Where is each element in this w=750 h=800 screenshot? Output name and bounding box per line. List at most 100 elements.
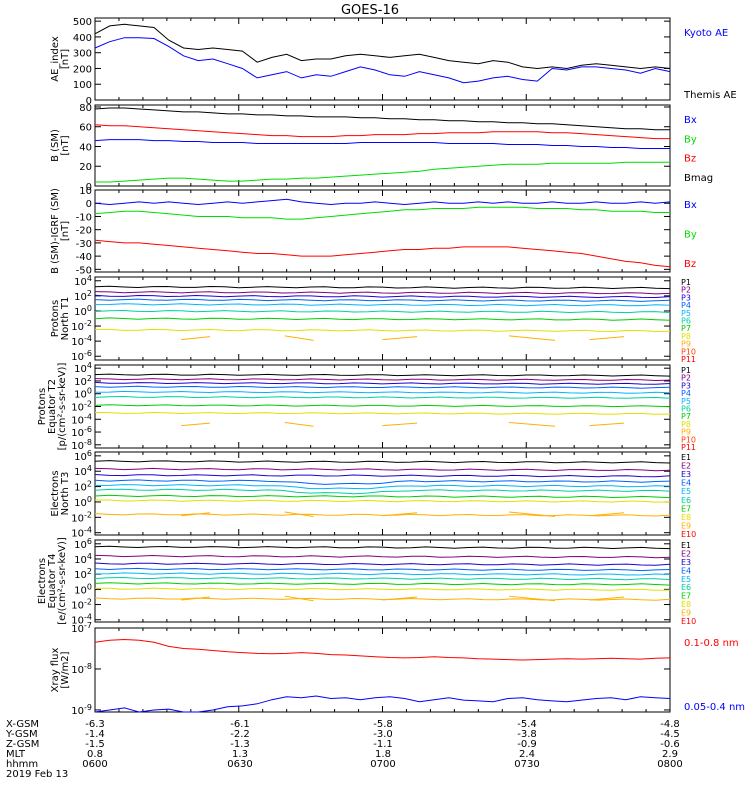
channel-label: P11 (681, 443, 696, 452)
ephem-value: -4.5 (660, 729, 680, 740)
channel-line-E2 (94, 554, 671, 559)
y-tick-label: 10-4 (71, 334, 92, 348)
y-tick-label: 106 (74, 449, 92, 463)
ephem-value: -1.5 (85, 739, 105, 750)
y-tick-label: 300 (73, 49, 92, 60)
y-tick-label: 102 (74, 567, 92, 581)
y-tick-label: 60 (79, 123, 92, 134)
channel-label: E3 (681, 558, 691, 567)
y-tick-label: 10-7 (71, 621, 92, 635)
channel-label: E7 (681, 592, 691, 601)
channel-label: P6 (681, 405, 691, 414)
y-axis-label: North T3 (60, 472, 71, 516)
ephem-value: -4.8 (660, 719, 680, 730)
ephem-value: -2.2 (230, 729, 250, 740)
legend-label: 0.05-0.4 nm (684, 702, 745, 713)
channel-label: E2 (681, 549, 691, 558)
y-tick-label: 104 (74, 274, 92, 288)
fragment-segment (382, 336, 418, 341)
channel-line-P5 (94, 303, 671, 307)
channel-label: P11 (681, 355, 696, 364)
fragment-segment (181, 336, 211, 341)
channel-line-P3 (94, 381, 671, 385)
y-tick-label: 102 (74, 289, 92, 303)
panel-bsm-igrf: 10 0 -10 -20 -30 -40 -50 B (SM)-IGRF (SM) [nT] Bx… (50, 186, 697, 276)
y-tick-label: -30 (76, 239, 92, 250)
plot-title: GOES-16 (341, 3, 399, 18)
fragment-segment (382, 512, 418, 517)
legend-label: Bz (684, 259, 696, 270)
y-tick-label: 10-2 (71, 400, 92, 414)
y-axis-label: Equator T2 (47, 379, 58, 434)
ephem-value: -5.8 (373, 719, 393, 730)
y-tick-label: 10 (79, 186, 92, 197)
y-axis-label: B (SM)-IGRF (SM) (50, 188, 61, 274)
y-axis-label: B (SM) (50, 129, 61, 162)
channel-label: P7 (681, 324, 691, 333)
channel-line-E5 (94, 572, 671, 576)
y-axis-label: [e/(cm²-s-sr-keV)] (57, 537, 68, 625)
y-tick-label: 100 (74, 304, 92, 318)
y-tick-label: -20 (76, 226, 92, 237)
fragment-segment (589, 336, 625, 341)
channel-label: E8 (681, 600, 691, 609)
y-tick-label: 102 (74, 374, 92, 388)
ephem-value: -0.6 (660, 739, 680, 750)
y-axis-label: AE_index (50, 36, 61, 82)
channel-label: P10 (681, 435, 696, 444)
fragment-segment (508, 595, 556, 602)
y-tick-label: -50 (76, 265, 92, 276)
panel-frame (94, 17, 671, 101)
y-axis-label: Equator T4 (47, 554, 58, 609)
series-line-Bz (94, 124, 670, 140)
channel-line-P2 (94, 291, 671, 295)
ephem-value: 2.4 (519, 749, 535, 760)
channel-line-E7 (94, 494, 671, 499)
y-axis-label: Electrons (37, 558, 48, 604)
ephem-value: 0.8 (87, 749, 103, 760)
channel-label: P9 (681, 428, 691, 437)
channel-label: P2 (681, 374, 691, 383)
ephem-value: -3.8 (517, 729, 537, 740)
ephem-value: -6.3 (85, 719, 105, 730)
ephem-row-label: MLT (6, 749, 26, 760)
legend-label: Bx (684, 200, 697, 211)
channel-label: E10 (681, 617, 696, 626)
panel-xray: 10-7 10-8 10-9 Xray flux [W/m2] 0.1-0.8 nm 0.0… (50, 621, 745, 717)
fragment-segment (284, 421, 314, 427)
fragment-segment (589, 596, 625, 601)
channel-label: E6 (681, 496, 691, 505)
channel-line-P2 (94, 378, 671, 382)
channel-line-E1 (94, 545, 671, 550)
channel-label: E9 (681, 521, 691, 530)
panel-frame (94, 364, 671, 449)
series-line-Bz (94, 239, 671, 268)
y-axis-label: North T1 (60, 297, 71, 341)
fragment-segment (284, 511, 314, 518)
channel-label: E5 (681, 487, 691, 496)
channel-line-E2 (94, 467, 671, 472)
channel-label: E7 (681, 504, 691, 513)
y-tick-label: 104 (74, 464, 92, 478)
series-line-Kyoto-AE (94, 37, 671, 84)
ephem-value: 1.8 (375, 749, 391, 760)
y-tick-label: 10-4 (71, 613, 92, 627)
legend-label: 0.1-0.8 nm (684, 638, 739, 649)
channel-line-E3 (94, 562, 671, 566)
legend-label: Themis AE (683, 90, 737, 101)
channel-label: E3 (681, 470, 691, 479)
fragment-segment (181, 596, 211, 601)
y-axis-label: [nT] (60, 221, 71, 241)
fragment-segment (181, 512, 211, 517)
ephem-row-label: X-GSM (6, 719, 39, 730)
channel-label: P4 (681, 389, 691, 398)
channel-label: E1 (681, 541, 691, 550)
series-line-Bx (94, 198, 671, 206)
y-tick-label: 80 (79, 103, 92, 114)
ephem-value: 0800 (657, 759, 682, 770)
channel-line-E8 (95, 499, 671, 503)
ephem-date: 2019 Feb 13 (6, 769, 68, 780)
channel-label: P1 (681, 366, 691, 375)
